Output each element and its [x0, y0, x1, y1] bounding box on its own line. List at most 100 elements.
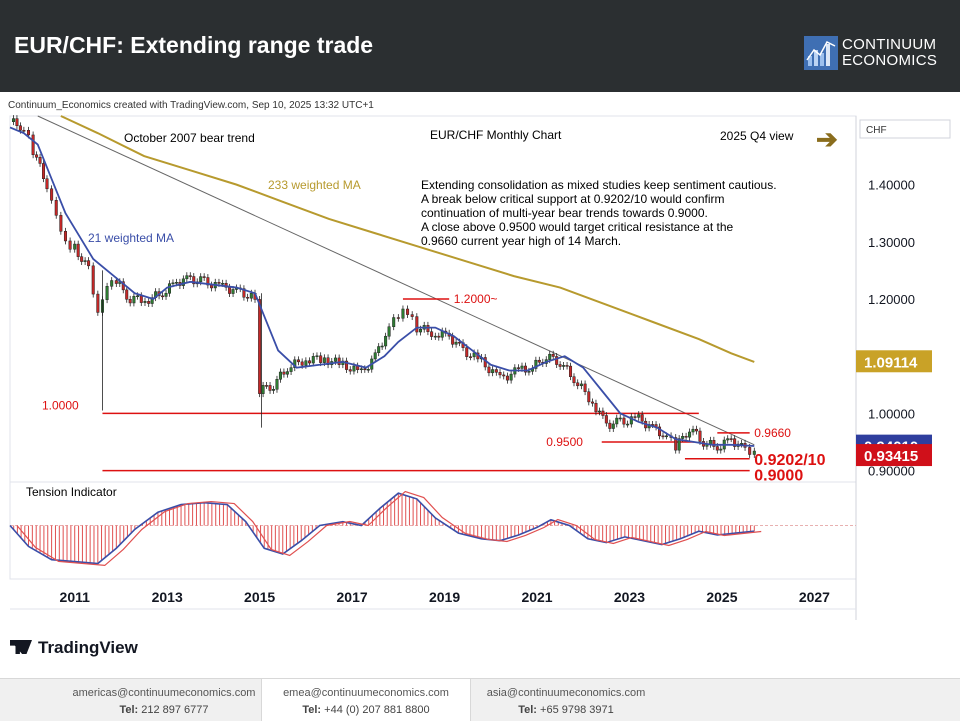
candle-body	[261, 385, 265, 394]
candle-body	[83, 260, 87, 262]
candle-body	[569, 365, 573, 377]
tel-number: 212 897 6777	[138, 704, 209, 716]
price-label-bg	[856, 350, 932, 373]
currency-label: CHF	[866, 125, 887, 136]
candle-body	[465, 347, 469, 357]
candle-body	[333, 357, 337, 362]
candle-body	[520, 365, 524, 369]
candle-body	[392, 317, 396, 327]
candle-body	[661, 435, 665, 438]
candle-body	[719, 448, 723, 451]
candle-body	[258, 299, 262, 394]
candle-body	[59, 215, 63, 232]
candle-body	[637, 414, 641, 418]
indicator-signal-line	[9, 492, 755, 565]
candle-body	[26, 130, 30, 136]
x-tick-label: 2011	[60, 589, 91, 605]
candle-body	[272, 389, 276, 391]
candle-body	[505, 375, 509, 381]
footer-email-asia[interactable]: asia@continuumeconomics.com	[486, 687, 646, 699]
candle-body	[715, 446, 719, 451]
candle-body	[430, 331, 434, 337]
candle-body	[206, 277, 210, 286]
candle-body	[752, 450, 756, 455]
candle-body	[572, 376, 576, 384]
candle-body	[415, 316, 419, 333]
candle-body	[695, 428, 699, 432]
x-tick-label: 2019	[429, 589, 460, 605]
candle-body	[384, 335, 388, 347]
indicator-title: Tension Indicator	[26, 485, 117, 499]
bear-trend-line	[37, 115, 755, 446]
level-0-9202-label: 0.9202/10	[754, 452, 825, 469]
candle-body	[76, 243, 80, 257]
annotation-ma21: 21 weighted MA	[88, 231, 174, 245]
candle-body	[217, 282, 221, 284]
candle-body	[437, 335, 441, 338]
candle-body	[54, 200, 58, 216]
footer-email-emea[interactable]: emea@continuumeconomics.com	[283, 687, 449, 699]
candle-body	[68, 240, 72, 250]
candle-body	[35, 154, 39, 158]
candle-body	[401, 308, 405, 319]
candle-body	[311, 356, 315, 364]
candle-body	[80, 256, 84, 262]
tradingview-icon	[10, 640, 32, 654]
footer-email-americas[interactable]: americas@continuumeconomics.com	[72, 687, 256, 699]
candle-body	[143, 301, 147, 303]
candle-body	[733, 438, 737, 447]
candle-body	[322, 357, 326, 363]
candle-body	[576, 382, 580, 387]
candle-body	[527, 371, 531, 373]
candle-body	[618, 417, 622, 420]
footer-emea: emea@continuumeconomics.com Tel: +44 (0)…	[261, 679, 471, 721]
candle-body	[132, 295, 136, 304]
price-label: 0.93415	[864, 448, 918, 465]
chart-frame: 1.500001.400001.300001.200001.100001.000…	[0, 92, 960, 678]
candle-body	[125, 289, 129, 300]
currency-box	[859, 119, 951, 139]
x-tick-label: 2017	[337, 589, 368, 605]
candle-body	[249, 292, 253, 299]
header-bar: EUR/CHF: Extending range trade CONTINUUM…	[0, 0, 960, 92]
candle-body	[221, 282, 225, 285]
candle-body	[491, 369, 495, 374]
footer-tel-asia: Tel: +65 9798 3971	[462, 704, 670, 716]
candle-body	[548, 353, 552, 360]
x-tick-label: 2023	[614, 589, 645, 605]
y-tick-label: 1.00000	[868, 406, 915, 421]
logo-line1: CONTINUUM	[842, 36, 937, 53]
level-0-9660-label: 0.9660	[754, 426, 791, 440]
candle-body	[419, 328, 423, 333]
candle-body	[684, 436, 688, 438]
candle-body	[494, 369, 498, 373]
candle-body	[622, 417, 626, 425]
annotation-trend: October 2007 bear trend	[124, 131, 255, 145]
candle-body	[231, 289, 235, 294]
candle-body	[73, 243, 77, 250]
candle-body	[587, 391, 591, 403]
candle-body	[242, 288, 246, 298]
x-tick-label: 2013	[152, 589, 183, 605]
candle-body	[300, 361, 304, 366]
level-1-0000-label: 1.0000	[42, 398, 79, 412]
candle-body	[308, 360, 312, 364]
candle-body	[433, 335, 437, 338]
candle-body	[268, 385, 272, 391]
candle-body	[289, 367, 293, 372]
price-label-bg	[856, 444, 932, 467]
tradingview-label: TradingView	[38, 638, 138, 657]
candle-body	[691, 428, 695, 433]
candle-body	[42, 163, 46, 179]
candle-body	[517, 367, 521, 369]
candle-body	[502, 374, 506, 377]
candle-body	[315, 355, 319, 358]
y-tick-label: 1.30000	[868, 235, 915, 250]
candle-body	[110, 280, 114, 287]
candle-body	[199, 276, 203, 283]
candle-body	[11, 118, 15, 122]
candle-body	[128, 299, 132, 304]
candle-body	[228, 287, 232, 294]
candle-body	[410, 314, 414, 317]
commentary-line: 0.9660 current year high of 14 March.	[421, 234, 621, 248]
